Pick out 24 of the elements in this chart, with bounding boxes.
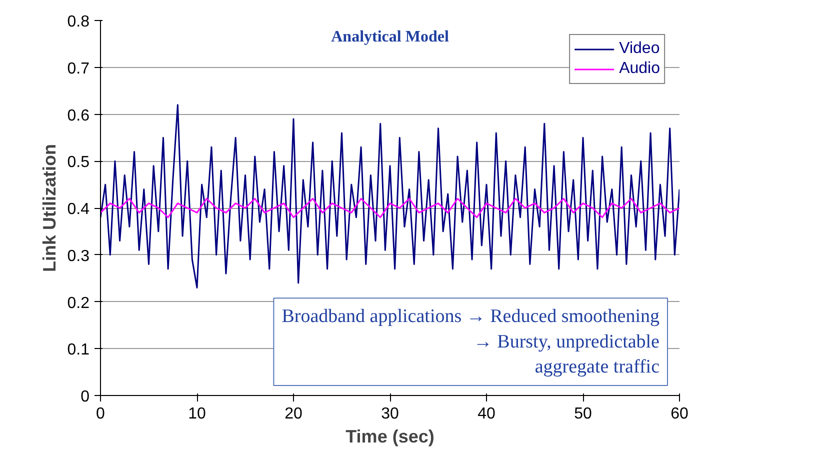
x-tick-label: 50 [574,406,592,422]
line-series [100,104,680,288]
text: Analytical Model [331,28,450,46]
y-tick-label: 0.3 [67,248,90,265]
y-tick-label: 0.7 [67,60,90,78]
x-tick-label: 60 [670,406,688,422]
y-tick-label: 0.5 [67,154,90,172]
x-tick-label: 20 [284,406,302,422]
annotation: Broadband applications → Reduced smoothening → Bursty, unpredictable aggregate traffic [282,306,660,378]
legend-label: Video [619,40,660,58]
x-tick-label: 30 [381,406,399,422]
y-tick-label: 0.4 [67,201,90,218]
x-tick-label: 0 [96,406,106,422]
x-tick-label: 10 [188,406,206,422]
y-tick-label: 0.6 [67,107,90,124]
y-tick-label: 0.1 [67,342,90,359]
line-series [100,198,680,218]
legend-label: Audio [619,60,660,78]
x-tick-label: 40 [478,406,496,422]
y-tick-label: 0 [80,388,90,406]
y-tick-label: 0.2 [67,294,90,312]
y-axis-title: Link Utilization [39,144,60,272]
y-tick-label: 0.8 [67,14,90,30]
x-axis-title: Time (sec) [346,426,434,446]
